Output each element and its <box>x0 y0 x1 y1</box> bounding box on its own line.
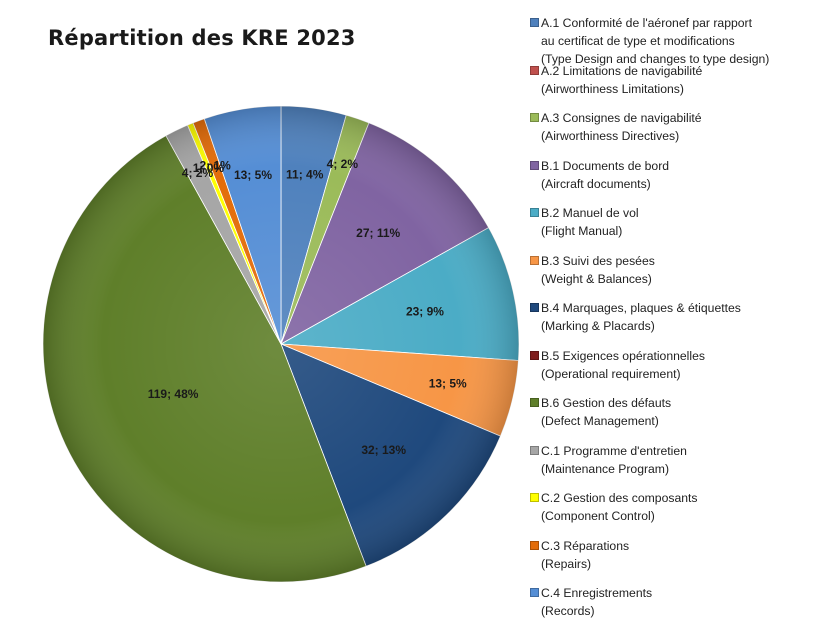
chart-title: Répartition des KRE 2023 <box>48 26 356 50</box>
legend-label-line: C.3 Réparations <box>541 538 630 553</box>
legend-swatch <box>530 113 539 122</box>
slice-label-b-4: 32; 13% <box>361 443 406 457</box>
legend-item-a-3: A.3 Consignes de navigabilité (Airworthin… <box>530 109 820 157</box>
legend-label-line: (Repairs) <box>541 556 592 571</box>
legend-label-line: (Airworthiness Directives) <box>541 129 680 143</box>
legend-label: B.1 Documents de bord (Aircraft documents… <box>541 157 669 193</box>
legend-label-line: (Aircraft documents) <box>541 176 651 191</box>
legend-swatch <box>530 208 539 217</box>
legend-swatch <box>530 303 539 312</box>
slice-label-a-1: 11; 4% <box>286 167 324 181</box>
legend-item-a-1: A.1 Conformité de l'aéronef par rapport a… <box>530 14 820 66</box>
legend-label: A.2 Limitations de navigabilité (Airworth… <box>541 62 702 98</box>
legend-label: B.3 Suivi des pesées (Weight & Balances) <box>541 252 655 288</box>
legend-swatch <box>530 493 539 502</box>
legend-label: C.4 Enregistrements (Records) <box>541 584 652 620</box>
legend-label-line: (Records) <box>541 604 595 618</box>
legend-label: C.3 Réparations (Repairs) <box>541 537 629 573</box>
legend-label-line: A.3 Consignes de navigabilité <box>541 111 702 125</box>
legend-label-line: (Defect Management) <box>541 414 659 428</box>
legend-label-line: B.5 Exigences opérationnelles <box>541 348 705 363</box>
legend-swatch <box>530 350 539 360</box>
legend-label: B.4 Marquages, plaques & étiquettes (Mark… <box>541 299 741 335</box>
legend-item-b-4: B.4 Marquages, plaques & étiquettes (Mark… <box>530 299 820 347</box>
legend-swatch <box>530 65 539 75</box>
legend-item-a-2: A.2 Limitations de navigabilité (Airworth… <box>530 62 820 110</box>
legend-label-line: B.6 Gestion des défauts <box>541 396 672 410</box>
legend-item-c-2: C.2 Gestion des composants (Component Con… <box>530 489 820 537</box>
legend-label: C.1 Programme d'entretien (Maintenance Pr… <box>541 442 687 478</box>
legend-label-line: (Operational requirement) <box>541 366 681 381</box>
slice-label-b-1: 27; 11% <box>356 226 400 240</box>
slice-label-c-3: 2; 1% <box>199 158 231 172</box>
legend-label-line: (Weight & Balances) <box>541 271 652 286</box>
legend-item-b-5: B.5 Exigences opérationnelles (Operationa… <box>530 347 820 395</box>
slice-label-a-3: 4; 2% <box>327 157 359 171</box>
legend-label-line: (Component Control) <box>541 509 655 523</box>
legend-item-c-1: C.1 Programme d'entretien (Maintenance Pr… <box>530 442 820 490</box>
slice-label-c-2: 1; 0% <box>193 161 225 175</box>
legend-swatch <box>530 18 539 27</box>
slice-label-c-1: 4; 2% <box>182 166 214 180</box>
legend-swatch <box>530 160 539 170</box>
legend-swatch <box>530 445 539 455</box>
legend-label-line: (Type Design and changes to type design) <box>541 52 770 66</box>
legend-label-line: A.2 Limitations de navigabilité <box>541 63 703 78</box>
slice-label-c-4: 13; 5% <box>234 168 272 182</box>
legend-label-line: C.1 Programme d'entretien <box>541 443 687 458</box>
legend-label: A.1 Conformité de l'aéronef par rapport a… <box>541 14 769 68</box>
legend-label-line: C.2 Gestion des composants <box>541 491 698 505</box>
legend-label: B.6 Gestion des défauts (Defect Managemen… <box>541 394 671 430</box>
legend-item-b-6: B.6 Gestion des défauts (Defect Managemen… <box>530 394 820 442</box>
legend-item-b-1: B.1 Documents de bord (Aircraft documents… <box>530 157 820 205</box>
legend-label: A.3 Consignes de navigabilité (Airworthin… <box>541 109 702 145</box>
slice-label-b-6: 119; 48% <box>148 387 199 401</box>
slice-labels: 11; 4%4; 2%27; 11%23; 9%13; 5%32; 13%119… <box>148 157 467 457</box>
legend-label: B.2 Manuel de vol (Flight Manual) <box>541 204 639 240</box>
legend: A.1 Conformité de l'aéronef par rapport a… <box>530 14 820 632</box>
legend-item-b-3: B.3 Suivi des pesées (Weight & Balances) <box>530 252 820 300</box>
legend-label-line: B.3 Suivi des pesées <box>541 253 655 268</box>
legend-label-line: au certificat de type et modifications <box>541 34 735 48</box>
legend-label: B.5 Exigences opérationnelles (Operationa… <box>541 347 705 383</box>
legend-label-line: B.1 Documents de bord <box>541 158 670 173</box>
legend-item-c-3: C.3 Réparations (Repairs) <box>530 537 820 585</box>
legend-swatch <box>530 588 539 597</box>
legend-label: C.2 Gestion des composants (Component Con… <box>541 489 698 525</box>
legend-label-line: (Airworthiness Limitations) <box>541 81 684 96</box>
pie-chart: 11; 4%4; 2%27; 11%23; 9%13; 5%32; 13%119… <box>42 105 520 583</box>
legend-swatch <box>530 540 539 550</box>
legend-label-line: (Marking & Placards) <box>541 319 655 333</box>
legend-swatch <box>530 255 539 265</box>
legend-label-line: C.4 Enregistrements <box>541 586 653 600</box>
pie-slices <box>42 105 520 583</box>
legend-swatch <box>530 398 539 407</box>
legend-item-b-2: B.2 Manuel de vol (Flight Manual) <box>530 204 820 252</box>
legend-item-c-4: C.4 Enregistrements (Records) <box>530 584 820 632</box>
legend-label-line: (Maintenance Program) <box>541 461 670 476</box>
legend-label-line: B.2 Manuel de vol <box>541 206 639 220</box>
slice-label-b-2: 23; 9% <box>406 305 444 319</box>
legend-label-line: A.1 Conformité de l'aéronef par rapport <box>541 16 752 30</box>
legend-label-line: B.4 Marquages, plaques & étiquettes <box>541 301 741 315</box>
legend-label-line: (Flight Manual) <box>541 224 623 238</box>
slice-label-b-3: 13; 5% <box>429 377 467 391</box>
